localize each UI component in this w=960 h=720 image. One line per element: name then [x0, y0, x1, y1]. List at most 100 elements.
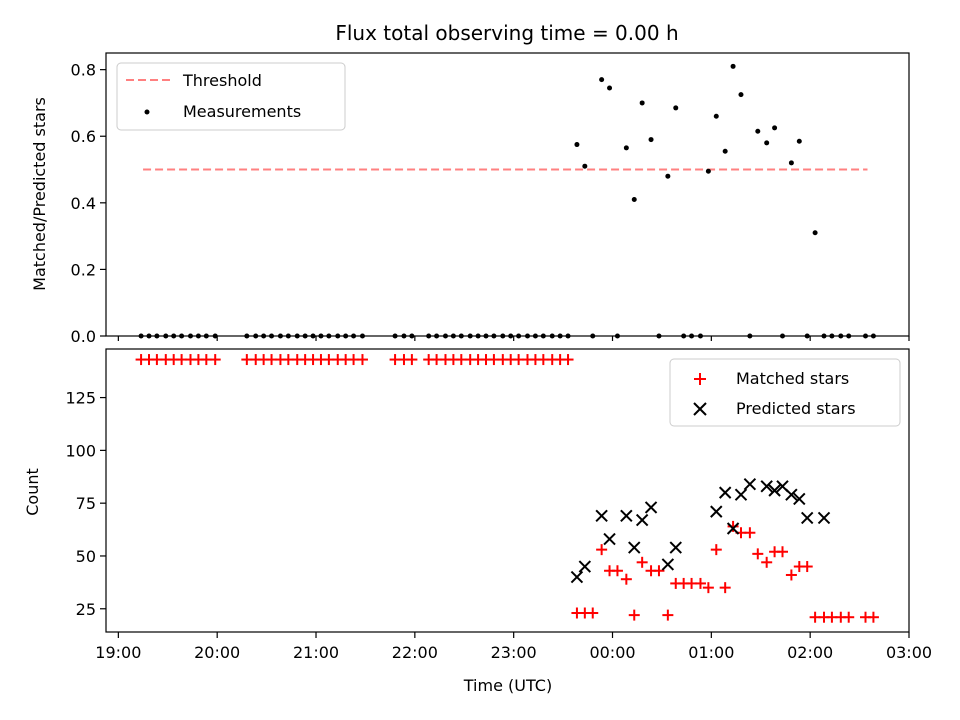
top-legend-box [116, 62, 346, 131]
measurement-point [639, 100, 645, 106]
measurement-point [631, 196, 637, 202]
matched-star-point [785, 569, 797, 581]
predicted-star-point [628, 541, 641, 554]
predicted-star-point [760, 480, 773, 493]
bottom-y-tick-label: 50 [76, 547, 96, 566]
measurement-point [574, 142, 580, 148]
x-tick-label: 03:00 [886, 643, 932, 662]
bottom-y-tick-label: 100 [65, 441, 96, 460]
matched-star-point [406, 354, 418, 366]
measurement-point [713, 113, 719, 119]
x-tick-label: 19:00 [95, 643, 141, 662]
measurement-point [673, 105, 679, 111]
legend-predicted-swatch [693, 402, 707, 416]
top-legend: Threshold Measurements [116, 62, 346, 131]
predicted-star-point [669, 541, 682, 554]
measurement-point [665, 173, 671, 179]
measurement-point [730, 63, 736, 69]
x-axis-label: Time (UTC) [463, 676, 552, 695]
measurement-point [648, 137, 654, 143]
top-axes-ticks: 0.0 0.2 0.4 0.6 0.8 [71, 61, 910, 346]
x-tick-label: 01:00 [688, 643, 734, 662]
top-axes-frame [105, 52, 910, 337]
matched-star-point [587, 607, 599, 619]
measurement-point [722, 148, 728, 154]
matched-star-point [620, 573, 632, 585]
matched-star-point [653, 565, 665, 577]
matched-star-point [710, 544, 722, 556]
predicted-star-point [570, 570, 584, 584]
bottom-y-tick-label: 125 [65, 389, 96, 408]
predicted-star-point [661, 558, 675, 571]
matched-star-point [843, 611, 855, 623]
measurement-point [582, 163, 588, 169]
matched-star-point [662, 609, 674, 621]
flux-ratio-panel: Flux total observing time = 0.00 h Match… [30, 21, 910, 346]
bottom-axes-frame [105, 348, 910, 633]
x-tick-label: 22:00 [392, 643, 438, 662]
x-tick-label: 02:00 [787, 643, 833, 662]
star-count-panel: Count Time (UTC) 25 50 75 100 125 19:00 20:00 2… [23, 348, 932, 695]
bottom-y-tick-label: 25 [76, 600, 96, 619]
top-y-tick-label: 0.4 [71, 194, 96, 213]
measurement-point [788, 160, 794, 166]
bottom-y-tick-label: 75 [76, 494, 96, 513]
predicted-star-point [620, 509, 633, 523]
x-tick-label: 00:00 [589, 643, 635, 662]
matched-star-point [702, 582, 714, 594]
measurement-point [796, 138, 802, 144]
predicted-star-point [644, 501, 658, 514]
top-y-axis-label: Matched/Predicted stars [30, 97, 49, 291]
predicted-star-point [793, 492, 806, 506]
matched-star-point [694, 577, 706, 589]
matched-star-point [801, 561, 813, 573]
matched-star-point [744, 527, 756, 539]
x-tick-label: 21:00 [293, 643, 339, 662]
matched-star-point [596, 544, 608, 556]
x-tick-label: 20:00 [194, 643, 240, 662]
matched-star-point [209, 354, 221, 366]
legend-measurements-swatch [144, 109, 150, 115]
bottom-y-axis-label: Count [23, 468, 42, 516]
measurements-series [138, 63, 876, 339]
predicted-star-point [817, 511, 831, 525]
x-tick-label: 23:00 [491, 643, 537, 662]
matched-star-point [761, 556, 773, 568]
measurement-point [755, 128, 761, 134]
measurement-point [607, 85, 613, 91]
top-y-tick-label: 0.0 [71, 327, 96, 346]
measurement-point [764, 140, 770, 146]
legend-measurements-label: Measurements [183, 102, 301, 121]
matched-star-point [867, 611, 879, 623]
matched-star-point [776, 546, 788, 558]
legend-threshold-label: Threshold [182, 71, 262, 90]
bottom-legend: Matched stars Predicted stars [669, 358, 901, 427]
measurement-point [812, 230, 818, 236]
matched-star-point [636, 556, 648, 568]
top-y-tick-label: 0.6 [71, 127, 96, 146]
predicted-star-point [800, 511, 814, 525]
predicted-star-point [635, 513, 649, 527]
predicted-star-point [785, 488, 798, 501]
legend-matched-swatch [694, 373, 706, 385]
predicted-star-point [603, 532, 616, 546]
matched-star-point [628, 609, 640, 621]
matched-star-point [611, 565, 623, 577]
measurement-point [738, 92, 744, 98]
predicted-star-point [726, 522, 740, 535]
matched-star-point [562, 354, 574, 366]
predicted-stars-series [570, 477, 831, 584]
predicted-star-point [718, 486, 732, 499]
predicted-star-point [743, 477, 757, 491]
matched-star-point [752, 548, 764, 560]
top-y-tick-label: 0.8 [71, 61, 96, 80]
matched-star-point [727, 520, 739, 532]
predicted-star-point [710, 505, 723, 518]
matched-star-point [719, 582, 731, 594]
predicted-star-point [768, 484, 781, 497]
predicted-star-point [734, 488, 748, 501]
measurement-point [705, 168, 711, 174]
measurement-point [599, 77, 605, 83]
top-y-tick-label: 0.2 [71, 260, 96, 279]
measurement-point [772, 125, 778, 131]
